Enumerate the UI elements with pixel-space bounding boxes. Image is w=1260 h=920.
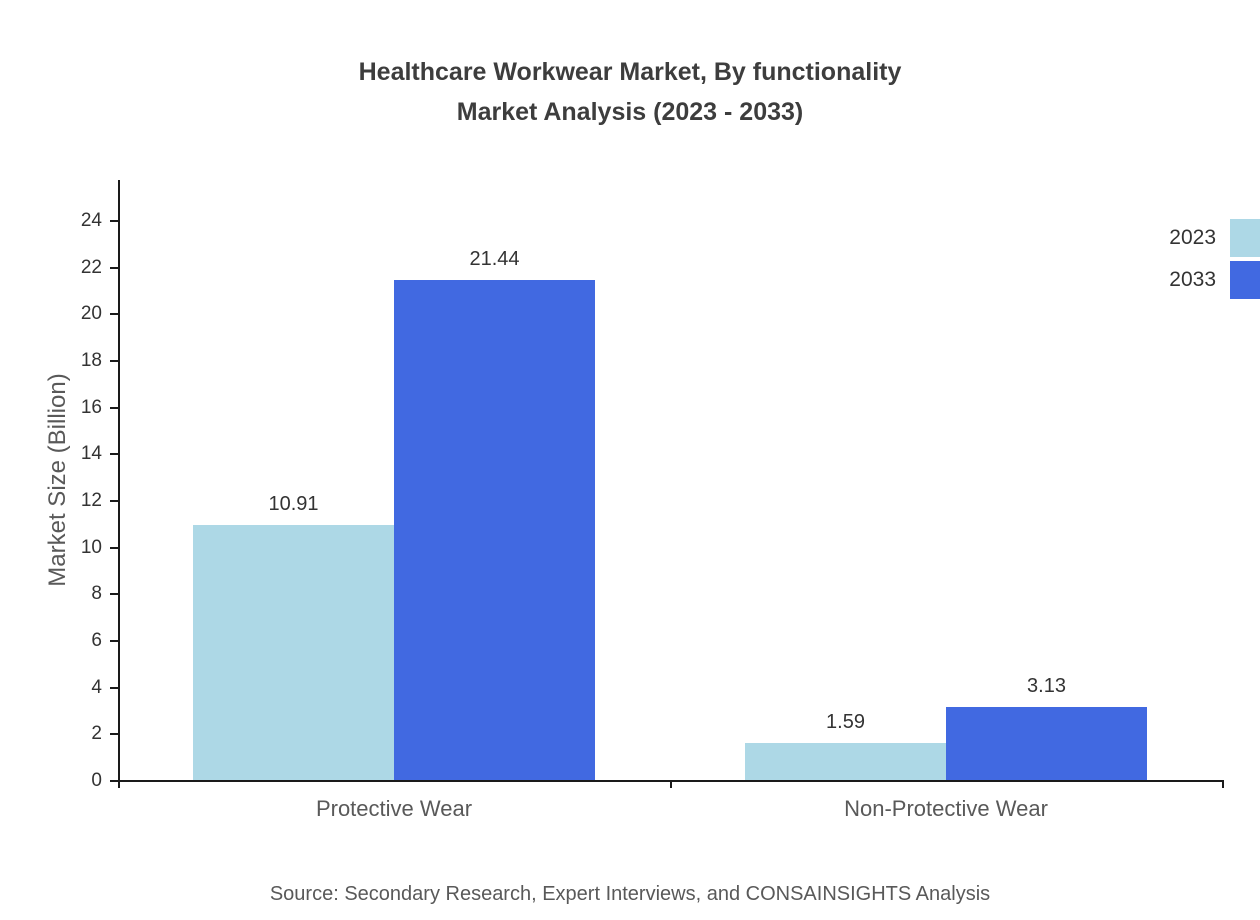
legend-swatch bbox=[1230, 219, 1260, 257]
chart-title-line2: Market Analysis (2023 - 2033) bbox=[456, 98, 804, 126]
y-tick-mark bbox=[110, 593, 118, 596]
chart-legend: 2023 2033 bbox=[1169, 218, 1260, 300]
bar-2033-1 bbox=[946, 706, 1147, 780]
x-tick-mark bbox=[118, 780, 120, 788]
x-category-label: Non-Protective Wear bbox=[844, 796, 1048, 821]
y-tick-mark bbox=[110, 640, 118, 642]
bar-value-label: 10.91 bbox=[268, 493, 319, 516]
y-tick-mark bbox=[110, 406, 118, 409]
y-tick-label: 20 bbox=[80, 303, 102, 325]
y-tick-label: 22 bbox=[80, 256, 102, 278]
y-tick-mark bbox=[110, 266, 118, 269]
y-tick-mark bbox=[110, 313, 118, 316]
y-tick-label: 14 bbox=[80, 443, 102, 465]
y-tick-label: 10 bbox=[80, 536, 102, 558]
y-tick-label: 6 bbox=[91, 630, 102, 651]
bar-2033-0 bbox=[394, 279, 595, 780]
source-note: Source: Secondary Research, Expert Inter… bbox=[269, 883, 991, 905]
y-tick-mark bbox=[110, 453, 118, 456]
bar-value-label: 3.13 bbox=[1027, 674, 1066, 697]
y-tick-mark bbox=[110, 546, 118, 549]
bar-2023-0 bbox=[193, 525, 394, 780]
legend-label: 2033 bbox=[1169, 268, 1216, 291]
bar-value-label: 21.44 bbox=[469, 247, 520, 270]
bar-2023-1 bbox=[745, 742, 946, 780]
y-tick-mark bbox=[110, 686, 118, 689]
legend-item-2023: 2023 bbox=[1169, 218, 1260, 258]
y-tick-label: 24 bbox=[80, 210, 102, 231]
y-tick-mark bbox=[110, 500, 118, 502]
y-tick-label: 0 bbox=[91, 770, 102, 791]
x-tick-mark bbox=[670, 780, 672, 788]
legend-swatch bbox=[1230, 261, 1260, 299]
y-tick-mark bbox=[110, 360, 118, 362]
legend-item-2033: 2033 bbox=[1169, 260, 1260, 300]
y-tick-label: 4 bbox=[91, 676, 102, 698]
x-category-label: Protective Wear bbox=[315, 796, 473, 821]
y-tick-mark bbox=[110, 733, 118, 736]
chart-title-line1: Healthcare Workwear Market, By functiona… bbox=[358, 58, 902, 86]
y-tick-label: 12 bbox=[80, 490, 102, 511]
legend-label: 2023 bbox=[1169, 226, 1216, 249]
y-tick-label: 16 bbox=[80, 396, 102, 418]
y-tick-mark bbox=[110, 220, 118, 222]
x-tick-mark bbox=[1222, 780, 1224, 788]
y-tick-label: 8 bbox=[91, 583, 102, 605]
y-axis bbox=[118, 180, 120, 782]
y-tick-label: 2 bbox=[91, 723, 102, 745]
y-tick-mark bbox=[110, 780, 118, 782]
chart-title: Healthcare Workwear Market, By functiona… bbox=[0, 52, 1260, 132]
y-tick-label: 18 bbox=[80, 350, 102, 371]
bar-value-label: 1.59 bbox=[826, 710, 865, 733]
